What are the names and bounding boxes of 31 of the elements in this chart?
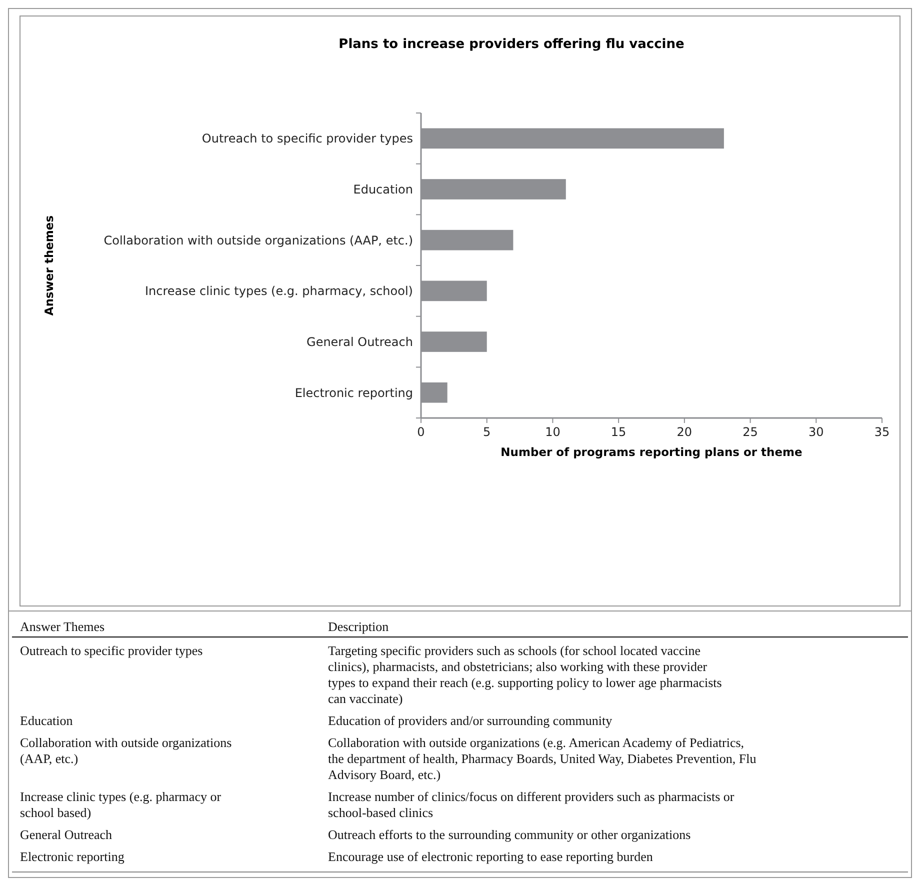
x-tick-label: 15 [610,425,626,439]
y-axis-title: Answer themes [42,215,56,316]
x-tick-label: 20 [676,425,692,439]
text: Education of providers and/or surrounding community [328,713,613,728]
text: Electronic reporting [20,849,125,864]
text: Answer Themes [20,619,105,634]
x-tick-label: 35 [874,425,890,439]
y-tick-label: Outreach to specific provider types [202,132,413,146]
text: General Outreach [20,827,113,842]
y-tick-label: Electronic reporting [294,386,413,400]
y-tick-label: Collaboration with outside organizations (AAP, etc.) [104,233,413,248]
x-axis-title: Number of programs reporting plans or theme [500,445,803,459]
y-tick-label: Increase clinic types (e.g. pharmacy, school) [144,284,413,298]
text: Collaboration with outside organizations (e.g. American Academy of Pediatrics, the department of health, Pharmacy Boards, United Way, Diabetes Prevention, Flu Advisory Board, etc.) [328,735,757,782]
text: Collaboration with outside organizations (AAP, etc.) [20,735,232,766]
x-tick-label: 0 [417,425,425,439]
text: Encourage use of electronic reporting to ease reporting burden [328,849,654,864]
text: Description [328,619,390,634]
x-tick-label: 25 [742,425,758,439]
text: Education [20,713,74,728]
x-tick-label: 30 [808,425,824,439]
text: Outreach to specific provider types [20,643,203,658]
x-tick-label: 5 [483,425,491,439]
text: Outreach efforts to the surrounding community or other organizations [328,827,691,842]
chart-title: Plans to increase providers offering flu vaccine [338,37,685,52]
text: Targeting specific providers such as schools (for school located vaccine clinics), pharmacists, and obstetricians; also working with these provider types to expand their reach (e.g. supporting policy to lower age pharmacists can vaccinate) [328,643,722,706]
text: Increase number of clinics/focus on different providers such as pharmacists or school-based clinics [328,789,735,820]
y-tick-label: Education [353,182,413,196]
text: Increase clinic types (e.g. pharmacy or school based) [20,789,222,820]
y-tick-label: General Outreach [306,334,413,349]
x-tick-label: 10 [545,425,560,439]
